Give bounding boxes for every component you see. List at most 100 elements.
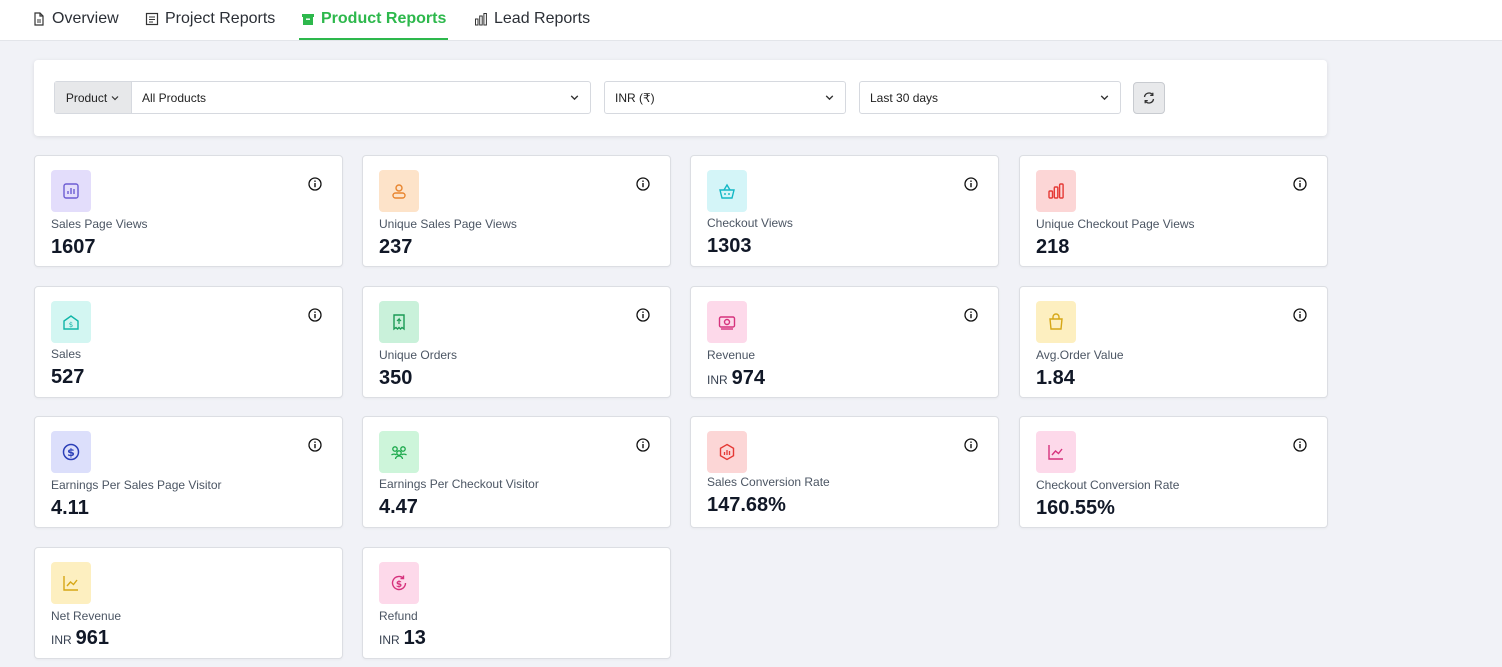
info-icon[interactable] (636, 308, 650, 322)
info-icon[interactable] (1293, 177, 1307, 191)
currency-prefix: INR (379, 633, 400, 647)
metric-label: Sales Page Views (51, 217, 148, 231)
dollar-house-icon: $ (63, 315, 79, 330)
metric-card-avg-order-value: Avg.Order Value 1.84 (1019, 286, 1328, 398)
tab-label: Lead Reports (494, 10, 591, 27)
metric-label: Earnings Per Sales Page Visitor (51, 478, 222, 492)
metric-number: 147.68% (707, 494, 786, 516)
metric-card-unique-sales-page-views: Unique Sales Page Views 237 (362, 155, 671, 267)
date-range-value: Last 30 days (870, 90, 939, 105)
metric-icon-box: $ (51, 301, 91, 343)
info-icon[interactable] (1293, 438, 1307, 452)
basket-icon (719, 183, 735, 199)
refresh-icon (1143, 92, 1155, 104)
users-icon (391, 446, 407, 460)
receipt-icon (393, 314, 405, 331)
product-select[interactable]: Product All Products (54, 81, 591, 114)
info-icon[interactable] (1293, 308, 1307, 322)
tab-project-reports[interactable]: Project Reports (145, 0, 275, 38)
metric-value: 147.68% (707, 494, 786, 517)
info-icon[interactable] (308, 308, 322, 322)
metric-value: INR 13 (379, 627, 426, 650)
tab-product-reports[interactable]: Product Reports (299, 0, 449, 40)
metric-number: 527 (51, 366, 85, 388)
metric-card-sales-conversion-rate: Sales Conversion Rate 147.68% (690, 416, 999, 528)
info-icon[interactable] (636, 177, 650, 191)
hexagon-chart-icon (719, 443, 735, 461)
metric-label: Sales Conversion Rate (707, 475, 830, 489)
line-chart-icon (1048, 445, 1063, 460)
svg-text:$: $ (396, 580, 402, 590)
info-icon[interactable] (636, 438, 650, 452)
filter-type-button[interactable]: Product (55, 82, 132, 113)
metric-number: 13 (403, 627, 426, 649)
dollar-coin-icon: $ (62, 443, 80, 461)
currency-select[interactable]: INR (₹) (604, 81, 846, 114)
metric-value: 237 (379, 236, 412, 259)
chevron-down-icon (1100, 95, 1109, 101)
date-range-select[interactable]: Last 30 days (859, 81, 1121, 114)
metric-card-net-revenue: Net Revenue INR 961 (34, 547, 343, 659)
tab-lead-reports[interactable]: Lead Reports (474, 0, 590, 38)
metric-card-unique-checkout-page-views: Unique Checkout Page Views 218 (1019, 155, 1328, 267)
currency-prefix: INR (707, 373, 728, 387)
metric-icon-box (379, 431, 419, 473)
filter-type-label: Product (65, 90, 108, 105)
info-icon[interactable] (308, 438, 322, 452)
metric-number: 4.11 (51, 497, 89, 519)
metric-card-revenue: Revenue INR 974 (690, 286, 999, 398)
chevron-down-icon (825, 95, 834, 101)
refund-icon: $ (391, 575, 407, 591)
bars-icon (1048, 183, 1064, 199)
metric-value: 1303 (707, 235, 752, 258)
bar-chart-icon (475, 13, 487, 26)
cash-icon (718, 316, 736, 330)
metric-value: INR 974 (707, 367, 765, 390)
tab-label: Product Reports (321, 10, 447, 27)
metric-card-sales: $ Sales 527 (34, 286, 343, 398)
metric-value: 4.47 (379, 496, 418, 519)
document-icon (34, 12, 44, 26)
metric-card-checkout-views: Checkout Views 1303 (690, 155, 999, 267)
metric-value: 218 (1036, 236, 1069, 259)
metric-value: 4.11 (51, 497, 89, 520)
bar-chart-icon (63, 183, 79, 199)
metric-label: Unique Checkout Page Views (1036, 217, 1195, 231)
tab-overview[interactable]: Overview (32, 0, 119, 38)
metric-label: Revenue (707, 348, 756, 362)
metric-label: Net Revenue (51, 609, 122, 623)
metric-value: 160.55% (1036, 497, 1115, 520)
line-chart-icon (63, 576, 78, 591)
info-icon[interactable] (308, 177, 322, 191)
metric-card-refund: $ Refund INR 13 (362, 547, 671, 659)
metric-card-earnings-per-sales-page-visitor: $ Earnings Per Sales Page Visitor 4.11 (34, 416, 343, 528)
metric-card-unique-orders: Unique Orders 350 (362, 286, 671, 398)
currency-prefix: INR (51, 633, 72, 647)
svg-text:$: $ (67, 446, 75, 459)
metric-label: Refund (379, 609, 418, 623)
metric-icon-box (1036, 301, 1076, 343)
metric-icon-box (707, 301, 747, 343)
report-icon (145, 12, 159, 26)
metric-value: 350 (379, 367, 412, 390)
info-icon[interactable] (964, 438, 978, 452)
report-tabs: Overview Project Reports Product Reports… (0, 0, 1502, 41)
metric-card-sales-page-views: Sales Page Views 1607 (34, 155, 343, 267)
refresh-button[interactable] (1133, 82, 1165, 114)
metric-number: 237 (379, 236, 413, 258)
tab-label: Project Reports (165, 10, 276, 27)
metric-number: 1607 (51, 236, 96, 258)
metric-icon-box: $ (379, 562, 419, 604)
metric-number: 1.84 (1036, 367, 1075, 389)
metric-label: Unique Orders (379, 348, 458, 362)
metric-value: INR 961 (51, 627, 109, 650)
metric-number: 974 (731, 367, 766, 389)
metric-icon-box (51, 562, 91, 604)
tab-label: Overview (52, 10, 119, 27)
metric-value: 1.84 (1036, 367, 1075, 390)
info-icon[interactable] (964, 308, 978, 322)
metric-icon-box (379, 301, 419, 343)
info-icon[interactable] (964, 177, 978, 191)
metric-card-earnings-per-checkout-visitor: Earnings Per Checkout Visitor 4.47 (362, 416, 671, 528)
product-select-value: All Products (142, 90, 207, 105)
